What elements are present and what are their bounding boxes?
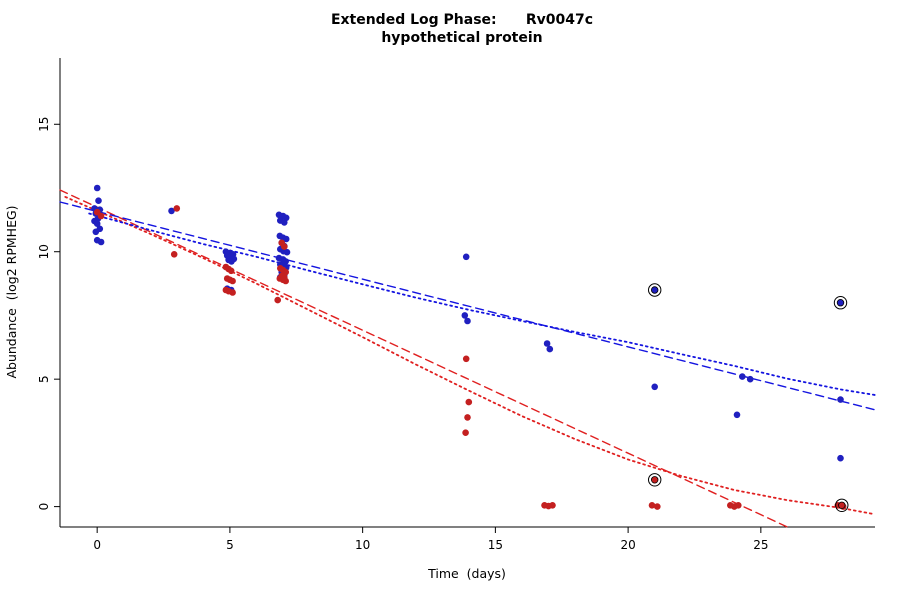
- blue-series-point: [282, 235, 290, 243]
- red-series-point: [654, 503, 661, 510]
- x-axis-label: Time (days): [427, 566, 506, 581]
- y-axis-label: Abundance (log2 RPMHEG): [4, 205, 19, 378]
- blue-series-point: [733, 411, 741, 419]
- outlier-point: [651, 286, 659, 294]
- blue-series-point: [746, 375, 754, 383]
- red-series-point: [97, 212, 105, 220]
- plot-content: 0 5 10 15 20 25 0 5 10 15: [37, 58, 876, 552]
- blue-series-point: [97, 238, 105, 246]
- red-series-point: [229, 289, 236, 296]
- blue-series-point: [837, 454, 844, 462]
- red-dashed-fit: [59, 189, 789, 528]
- chart-title-line1: Extended Log Phase: Rv0047c: [331, 12, 593, 28]
- outlier-point: [836, 299, 845, 307]
- outlier-ring: [648, 473, 662, 487]
- chart-title-line2: hypothetical protein: [381, 30, 542, 46]
- outlier-ring: [833, 296, 848, 310]
- blue-series-point: [93, 184, 101, 192]
- y-tick-label: 10: [37, 244, 51, 259]
- x-tick-label: 15: [488, 538, 503, 552]
- blue-series-point: [461, 312, 469, 319]
- y-tick-label: 0: [37, 503, 51, 511]
- red-series-point: [173, 205, 181, 212]
- y-tick-label: 15: [37, 117, 51, 132]
- blue-dashed-fit: [59, 201, 876, 411]
- blue-series-point: [281, 219, 288, 226]
- blue-series-point: [92, 228, 100, 236]
- blue-series-point: [228, 258, 235, 265]
- red-series-point: [735, 502, 742, 509]
- blue-series-point: [168, 207, 175, 215]
- red-dotted-fit: [64, 195, 876, 516]
- x-tick-label: 10: [355, 538, 370, 552]
- blue-series-point: [651, 383, 658, 391]
- x-tick-label: 5: [226, 538, 234, 552]
- x-tick-label: 20: [620, 538, 635, 552]
- blue-series-point: [546, 345, 554, 353]
- outlier-ring: [648, 283, 662, 297]
- red-series-point: [229, 277, 236, 285]
- x-tick-label: 0: [93, 538, 101, 552]
- blue-series-point: [462, 253, 470, 261]
- y-tick-label: 5: [37, 375, 51, 383]
- red-series-point: [462, 355, 470, 363]
- blue-series-point: [95, 197, 102, 204]
- red-series-point: [464, 414, 471, 421]
- blue-series-point: [93, 220, 101, 227]
- outlier-ring: [835, 498, 849, 512]
- blue-dotted-fit: [88, 212, 876, 396]
- x-tick-label: 25: [753, 538, 768, 552]
- red-series-point: [227, 267, 235, 275]
- red-series-point: [281, 243, 288, 250]
- red-series-point: [282, 277, 290, 285]
- outlier-point: [838, 501, 846, 509]
- blue-series-point: [543, 340, 551, 347]
- blue-series-point: [837, 396, 844, 403]
- red-series-point: [465, 398, 473, 406]
- red-series-point: [462, 429, 469, 437]
- blue-series-point: [464, 317, 471, 325]
- outlier-point: [651, 476, 659, 484]
- red-series-point: [170, 251, 178, 258]
- red-series-point: [648, 502, 656, 509]
- blue-series-point: [739, 373, 746, 380]
- red-series-point: [274, 296, 282, 304]
- blue-series-point: [283, 248, 291, 256]
- red-series-point: [549, 502, 556, 509]
